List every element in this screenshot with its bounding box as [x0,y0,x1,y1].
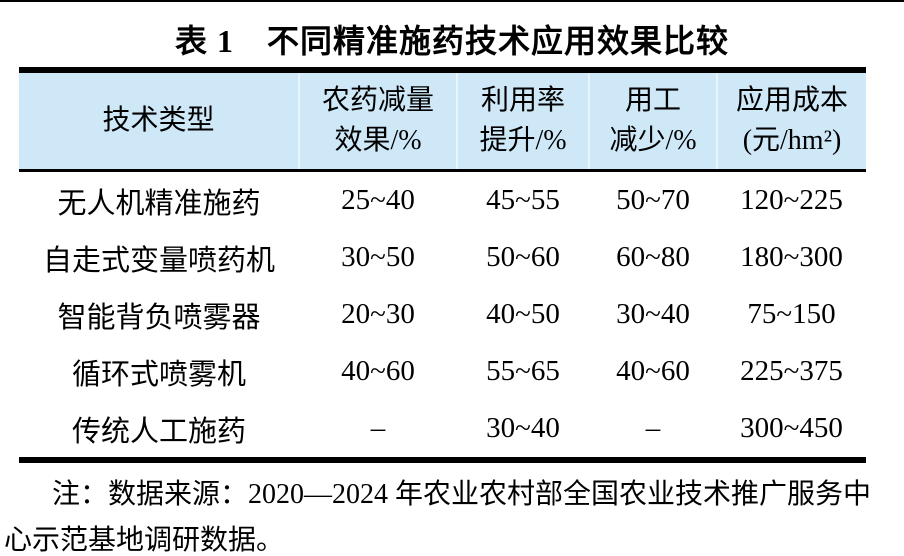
table-row: 智能背负喷雾器 20~30 40~50 30~40 75~150 [19,286,866,343]
cell-value: – [370,412,386,444]
table-row: 无人机精准施药 25~40 45~55 50~70 120~225 [19,171,866,230]
header-line: 减少/% [609,125,697,156]
table-title: 表 1 不同精准施药技术应用效果比较 [174,23,729,59]
header-line: 利用率 [480,85,565,116]
header-cell-application-cost: 应用成本 (元/hm²) [716,70,866,171]
cell-value: 40~60 [616,355,690,387]
header-line: 提升/% [479,125,567,156]
header-line: 效果/% [334,125,422,156]
header-line: 农药减量 [321,85,434,116]
table-row: 自走式变量喷药机 30~50 50~60 60~80 180~300 [19,229,866,286]
comparison-table: 技术类型 农药减量 效果/% 利用率 提升/% 用工 减少/% 应用成本 (元/… [19,67,866,463]
cell-value: 300~450 [740,412,843,444]
cell-value: 55~65 [486,355,560,387]
header-line: 技术类型 [102,105,215,136]
cell-value: 30~40 [486,412,560,444]
table-row: 传统人工施药 – 30~40 – 300~450 [19,400,866,460]
cell-tech-type: 传统人工施药 [71,415,246,448]
cell-tech-type: 智能背负喷雾器 [57,301,261,334]
header-cell-labor-reduction: 用工 减少/% [588,70,717,171]
cell-value: 50~60 [486,241,560,273]
cell-value: 40~50 [486,298,560,330]
cell-value: 120~225 [740,184,843,216]
cell-value: 40~60 [341,355,415,387]
cell-value: – [645,412,661,444]
cell-tech-type: 自走式变量喷药机 [42,244,275,277]
cell-tech-type: 无人机精准施药 [57,187,261,220]
cell-value: 75~150 [747,298,836,330]
table-row: 循环式喷雾机 40~60 55~65 40~60 225~375 [19,343,866,400]
cell-value: 60~80 [616,241,690,273]
header-cell-tech-type: 技术类型 [19,70,299,171]
cell-value: 180~300 [740,241,843,273]
note-line: 心示范基地调研数据。 [4,525,285,556]
header-cell-pesticide-reduction: 农药减量 效果/% [298,70,457,171]
header-line: 用工 [624,85,681,116]
cell-value: 30~50 [341,241,415,273]
note-line: 注：数据来源：2020—2024 年农业农村部全国农业技术推广服务中 [52,479,872,510]
cell-value: 45~55 [486,184,560,216]
cell-value: 20~30 [341,298,415,330]
cell-value: 30~40 [616,298,690,330]
cell-tech-type: 循环式喷雾机 [71,358,246,391]
header-cell-utilization-increase: 利用率 提升/% [456,70,589,171]
cell-value: 225~375 [740,355,843,387]
table-note: 注：数据来源：2020—2024 年农业农村部全国农业技术推广服务中 心示范基地… [4,472,900,556]
cell-value: 50~70 [616,184,690,216]
table-header-row: 技术类型 农药减量 效果/% 利用率 提升/% 用工 减少/% 应用成本 (元/… [19,70,866,171]
header-line: (元/hm²) [742,125,842,156]
cell-value: 25~40 [341,184,415,216]
header-line: 应用成本 [735,85,848,116]
